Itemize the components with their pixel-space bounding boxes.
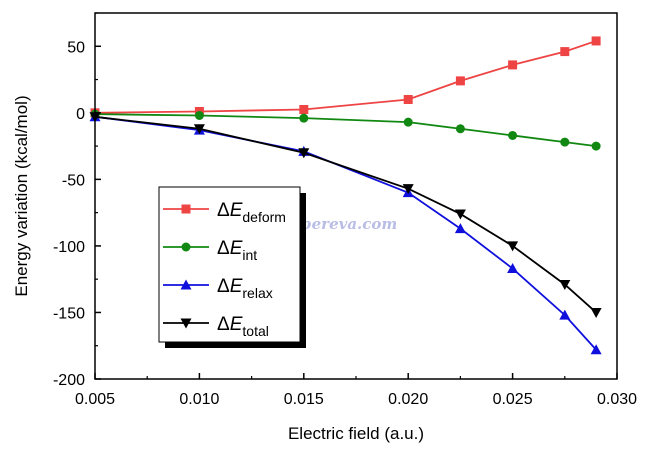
legend-marker [180, 318, 192, 329]
series-deform [90, 36, 601, 118]
axes: 0.005 0.010 0.015 0.020 0.025 0.030 50 0 -50 -100… [53, 12, 637, 408]
series-line-deform [94, 40, 597, 114]
legend-item-int: ΔEint [163, 238, 257, 263]
data-point-total [193, 124, 205, 135]
data-point-total [590, 307, 602, 318]
data-point-total [454, 209, 466, 220]
y-tick-label: -50 [62, 172, 85, 189]
series-line-total [94, 115, 597, 314]
series-int [90, 109, 601, 151]
data-point-total [559, 280, 571, 291]
series-line-int [94, 113, 597, 147]
legend-label: ΔEdeform [217, 200, 286, 225]
legend: ΔEdeform ΔEint ΔErelax ΔEtotal [158, 186, 306, 348]
data-point-deform [455, 76, 465, 86]
x-tick-label: 0.025 [493, 391, 533, 408]
data-point-relax [454, 223, 466, 234]
data-point-deform [560, 47, 570, 57]
data-point-deform [403, 95, 413, 105]
x-tick-label: 0.005 [75, 391, 115, 408]
data-point-deform [591, 36, 601, 46]
legend-item-relax: ΔErelax [163, 276, 273, 301]
data-point-total [507, 241, 519, 252]
data-point-total [402, 184, 414, 195]
x-tick-label: 0.015 [284, 391, 324, 408]
series-layer [89, 36, 602, 355]
legend-marker [181, 204, 191, 214]
legend-label: ΔEtotal [217, 314, 269, 339]
data-point-int [299, 113, 309, 123]
legend-marker [181, 242, 191, 252]
x-tick-label: 0.030 [597, 391, 637, 408]
data-point-total [298, 148, 310, 159]
data-point-int [194, 110, 204, 120]
x-tick-label: 0.020 [388, 391, 428, 408]
y-tick-label: -100 [53, 239, 85, 256]
x-tick-label: 0.010 [179, 391, 219, 408]
data-point-deform [299, 104, 309, 114]
y-tick-label: 50 [67, 39, 85, 56]
legend-label: ΔEint [217, 238, 257, 263]
data-point-relax [590, 344, 602, 355]
y-tick-label: -200 [53, 372, 85, 389]
data-point-int [403, 117, 413, 127]
data-point-relax [507, 263, 519, 274]
data-point-relax [559, 309, 571, 320]
legend-marker [180, 279, 192, 290]
data-point-int [591, 141, 601, 151]
data-point-deform [508, 60, 518, 70]
watermark: sobereva.com [283, 215, 398, 233]
series-total [89, 112, 602, 318]
data-point-int [455, 124, 465, 134]
data-point-int [508, 130, 518, 140]
legend-item-deform: ΔEdeform [163, 200, 286, 225]
legend-label: ΔErelax [217, 276, 273, 301]
legend-item-total: ΔEtotal [163, 314, 269, 339]
y-axis-title: Energy variation (kcal/mol) [12, 95, 31, 296]
y-tick-label: -150 [53, 305, 85, 322]
y-tick-label: 0 [76, 106, 85, 123]
data-point-int [560, 137, 570, 147]
x-axis-title: Electric field (a.u.) [288, 424, 424, 443]
